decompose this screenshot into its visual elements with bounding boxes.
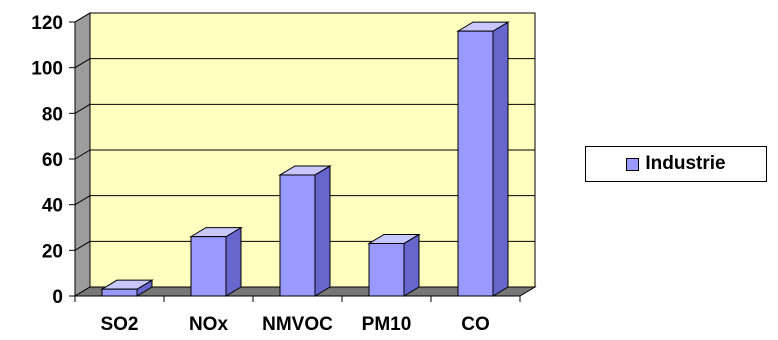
gridline-side [74,240,91,251]
x-category-label: CO [461,314,490,335]
y-tick-label: 40 [42,196,63,217]
x-category-label: SO2 [100,314,138,335]
bar-side-face [314,165,331,297]
x-category-label: NMVOC [262,314,333,335]
x-category-label: NOx [189,314,229,335]
bar [101,288,138,297]
x-category-label: PM10 [362,314,412,335]
y-tick-label: 60 [42,150,63,171]
gridline-side [74,149,91,160]
y-tick-label: 80 [42,104,63,125]
gridline-side [74,58,91,69]
bar [457,30,494,297]
legend-swatch [626,157,640,171]
bar-side-face [225,226,242,297]
bar [368,242,405,297]
legend-label-industrie: Industrie [645,153,726,174]
y-tick-label: 20 [42,241,63,262]
y-tick-label: 120 [31,13,63,34]
bar [279,174,316,297]
y-tick-label: 100 [31,59,63,80]
bar-side-face [403,233,420,297]
gridline-side [74,195,91,206]
gridline-side [74,12,91,23]
bar-side-face [492,21,509,297]
legend: Industrie [585,146,767,182]
bar [190,236,227,297]
y-tick-label: 0 [52,287,63,308]
gridline-side [74,103,91,114]
